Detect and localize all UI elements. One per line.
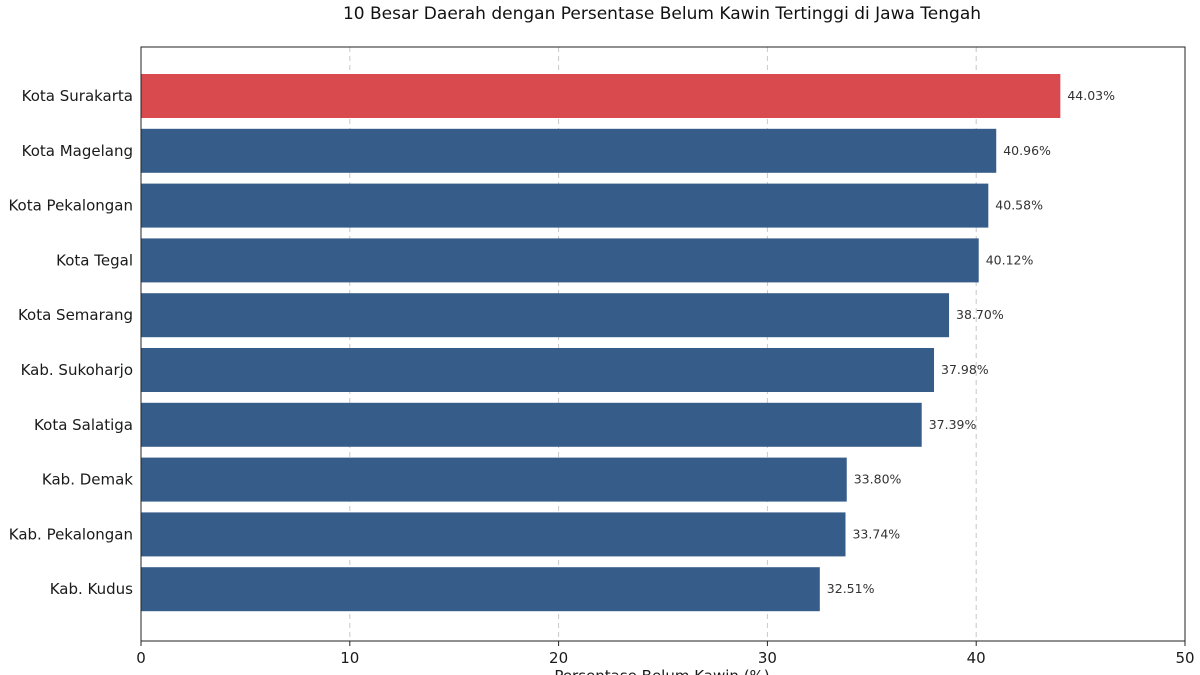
bar-9 xyxy=(141,567,820,612)
category-label: Kab. Sukoharjo xyxy=(21,361,133,379)
value-label: 40.12% xyxy=(986,252,1034,267)
value-label: 40.96% xyxy=(1003,143,1051,158)
value-label: 33.80% xyxy=(854,472,902,487)
bar-7 xyxy=(141,457,847,502)
category-label: Kab. Demak xyxy=(42,471,133,489)
category-labels: Kota Surakarta Kota Magelang Kota Pekalong… xyxy=(8,87,133,598)
category-label: Kota Tegal xyxy=(56,251,133,269)
chart-title: 10 Besar Daerah dengan Persentase Belum … xyxy=(343,4,981,24)
bar-4 xyxy=(141,293,950,338)
bar-6 xyxy=(141,402,922,447)
value-label: 32.51% xyxy=(827,581,875,596)
value-label: 44.03% xyxy=(1067,88,1115,103)
x-tick-label: 0 xyxy=(136,649,146,667)
x-tick-label: 10 xyxy=(340,649,359,667)
category-label: Kab. Kudus xyxy=(50,580,133,598)
x-tick-label: 30 xyxy=(758,649,777,667)
category-label: Kota Pekalongan xyxy=(8,197,133,215)
bar-3 xyxy=(141,238,979,283)
value-label: 40.58% xyxy=(995,198,1043,213)
bar-0 xyxy=(141,74,1061,118)
bar-8 xyxy=(141,512,846,557)
x-tick-label: 20 xyxy=(549,649,568,667)
value-label: 38.70% xyxy=(956,307,1004,322)
bar-5 xyxy=(141,348,935,392)
value-label: 33.74% xyxy=(852,526,900,541)
value-label: 37.39% xyxy=(929,417,977,432)
x-tick-labels: 0 10 20 30 40 50 xyxy=(136,641,1195,667)
category-label: Kota Salatiga xyxy=(34,416,133,434)
x-tick-label: 50 xyxy=(1175,649,1194,667)
plot-frame xyxy=(140,46,1186,642)
category-label: Kota Magelang xyxy=(22,142,133,160)
value-label: 37.98% xyxy=(941,362,989,377)
bar-1 xyxy=(141,128,997,173)
bars xyxy=(141,74,1061,612)
x-tick-label: 40 xyxy=(967,649,986,667)
category-label: Kab. Pekalongan xyxy=(9,525,133,543)
x-axis-title: Persentase Belum Kawin (%) xyxy=(554,667,769,675)
value-labels: 44.03% 40.96% 40.58% 40.12% 38.70% 37.98% 37.3… xyxy=(827,88,1115,596)
category-label: Kota Surakarta xyxy=(22,87,133,105)
bar-2 xyxy=(141,183,989,228)
category-label: Kota Semarang xyxy=(18,306,133,324)
